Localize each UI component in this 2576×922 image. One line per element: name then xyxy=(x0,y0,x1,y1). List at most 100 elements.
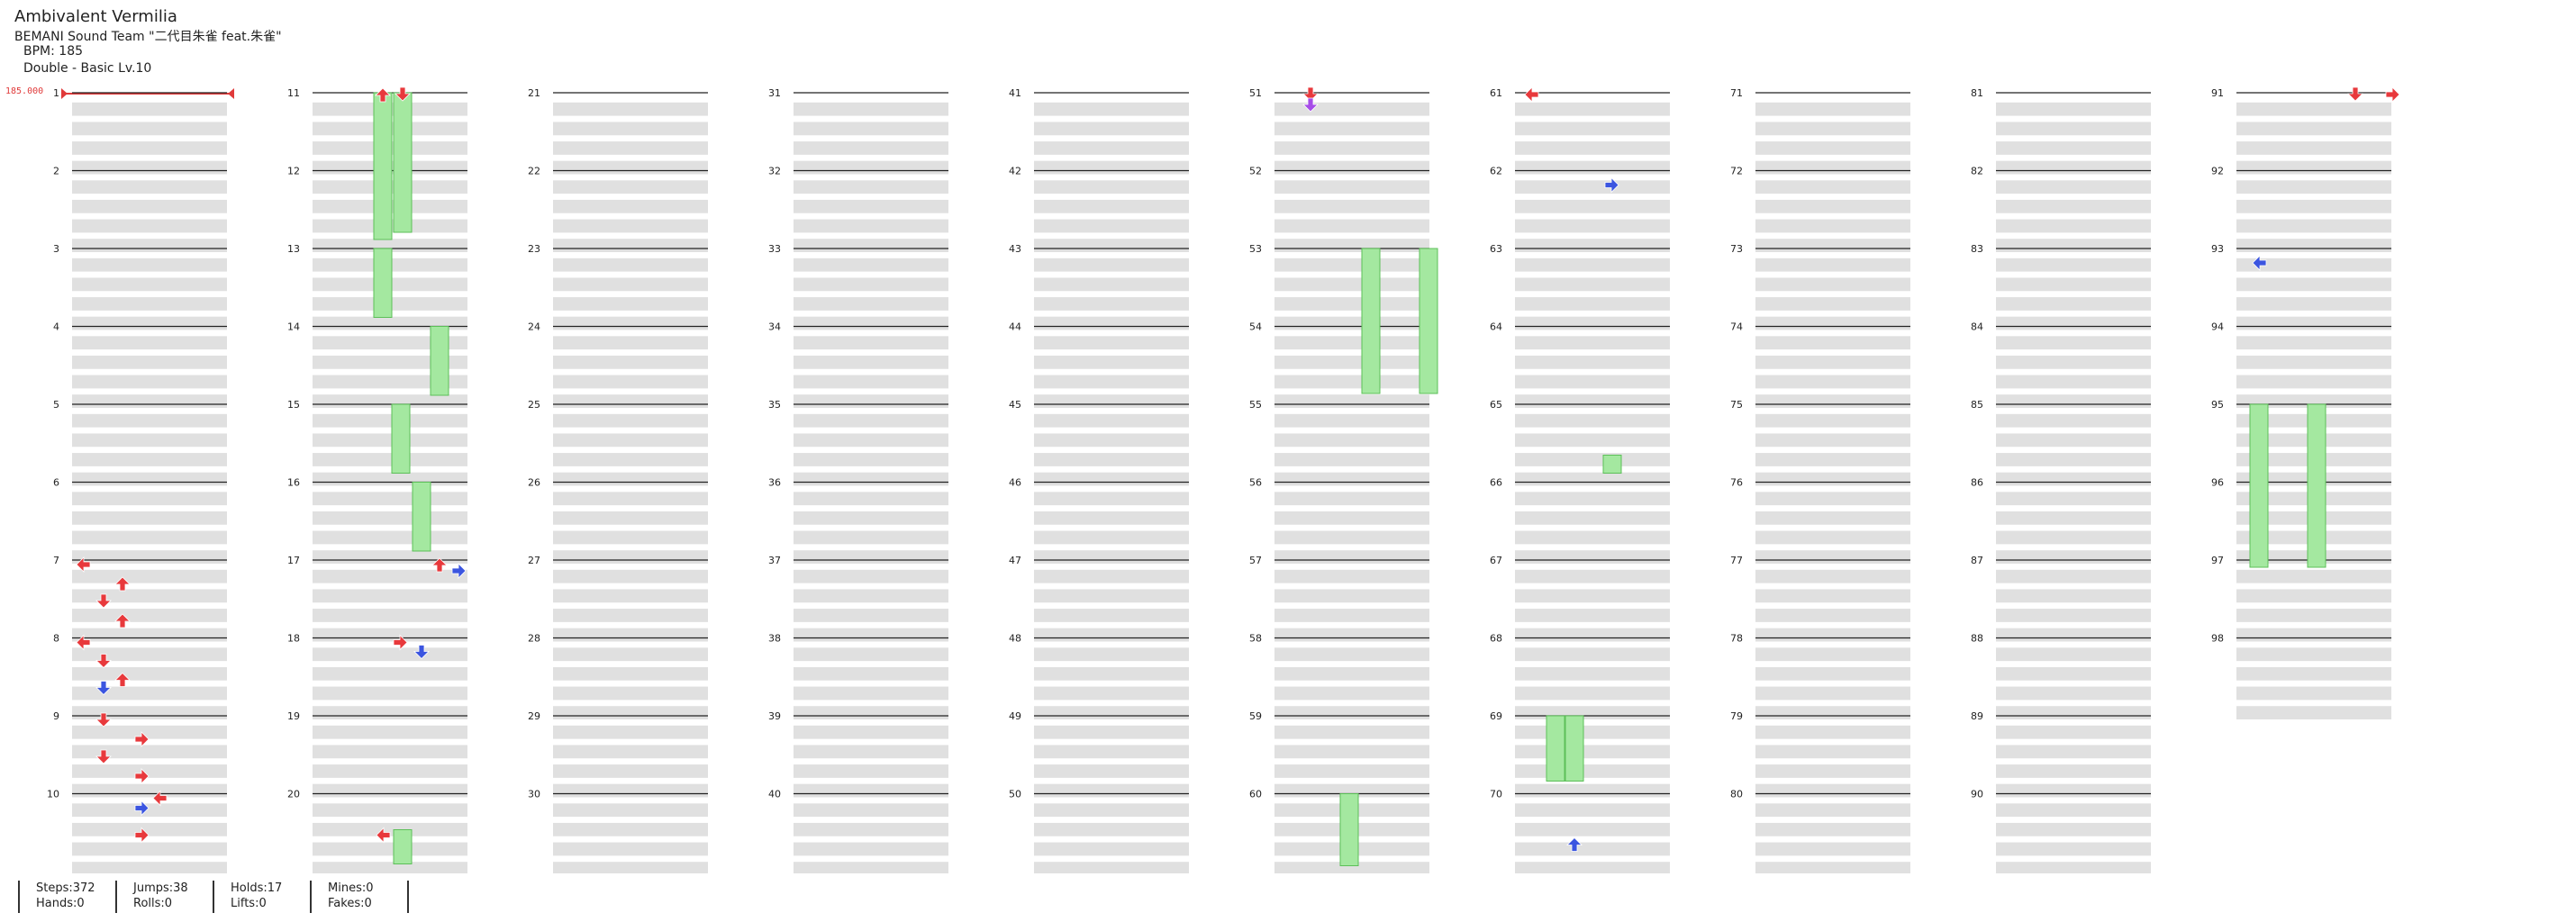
measure-84: 84 xyxy=(1971,321,2151,408)
beat-band xyxy=(72,666,227,681)
beat-band xyxy=(1515,336,1670,350)
beat-band xyxy=(72,492,227,506)
beat-band xyxy=(2236,666,2391,681)
beat-band xyxy=(313,413,467,428)
beat-band xyxy=(1515,745,1670,759)
beat-band xyxy=(72,589,227,603)
beat-band xyxy=(1996,530,2151,545)
measure-6: 6 xyxy=(53,477,227,564)
beat-band xyxy=(1034,569,1189,583)
beat-band xyxy=(553,647,708,662)
beat-band xyxy=(794,492,948,506)
beat-band xyxy=(1755,842,1910,856)
measure-65: 65 xyxy=(1490,399,1670,486)
measure-number: 75 xyxy=(1730,399,1743,411)
measure-56: 56 xyxy=(1249,477,1429,564)
beat-band xyxy=(1034,453,1189,466)
beat-band xyxy=(794,609,948,622)
measure-number: 42 xyxy=(1009,166,1021,177)
beat-band xyxy=(313,550,467,564)
measure-number: 70 xyxy=(1490,789,1502,800)
beat-band xyxy=(72,803,227,818)
beat-band xyxy=(1034,199,1189,213)
beat-band xyxy=(1515,355,1670,369)
beat-band xyxy=(2236,180,2391,194)
measure-88: 88 xyxy=(1971,633,2151,719)
measure-74: 74 xyxy=(1730,321,1910,408)
beat-band xyxy=(1755,219,1910,233)
beat-band xyxy=(1996,842,2151,856)
beat-band xyxy=(1996,122,2151,136)
hold-note xyxy=(1565,715,1584,782)
measure-number: 45 xyxy=(1009,399,1021,411)
beat-band xyxy=(553,862,708,873)
beat-band xyxy=(553,413,708,428)
beat-band xyxy=(313,375,467,389)
measure-27: 27 xyxy=(528,555,708,642)
beat-band xyxy=(1274,453,1429,466)
beat-band xyxy=(553,122,708,136)
measure-32: 32 xyxy=(768,166,948,252)
beat-band xyxy=(553,375,708,389)
measure-28: 28 xyxy=(528,633,708,719)
beat-band xyxy=(2236,686,2391,701)
beat-band xyxy=(1515,628,1670,642)
measure-number: 10 xyxy=(47,789,59,800)
beat-band xyxy=(1755,433,1910,447)
measure-number: 38 xyxy=(768,633,781,645)
beat-band xyxy=(1274,258,1429,272)
bpm-label: BPM: 185 xyxy=(23,44,84,59)
beat-band xyxy=(1515,686,1670,701)
stats-group-holds: Holds:17 Lifts:0 xyxy=(213,881,282,913)
beat-band xyxy=(72,745,227,759)
measure-97: 97 xyxy=(2211,555,2391,642)
measure-number: 6 xyxy=(53,477,59,489)
beat-band xyxy=(2236,375,2391,389)
measure-number: 4 xyxy=(53,321,59,333)
beat-band xyxy=(1034,239,1189,252)
beat-band xyxy=(1515,550,1670,564)
measure-number: 59 xyxy=(1249,710,1262,722)
measure-number: 91 xyxy=(2211,87,2224,99)
beat-band xyxy=(1515,394,1670,408)
beat-band xyxy=(1274,569,1429,583)
beat-band xyxy=(1515,725,1670,739)
measure-64: 64 xyxy=(1490,321,1670,408)
arrow-note-down xyxy=(1302,97,1319,113)
beat-band xyxy=(1515,609,1670,622)
beat-band xyxy=(2236,239,2391,252)
beat-band xyxy=(313,842,467,856)
beat-band xyxy=(1034,180,1189,194)
beat-band xyxy=(1274,239,1429,252)
measure-number: 77 xyxy=(1730,555,1743,566)
measure-21: 21 xyxy=(528,87,708,175)
beat-band xyxy=(1034,745,1189,759)
beat-band xyxy=(1755,530,1910,545)
beat-band xyxy=(1755,122,1910,136)
beat-band xyxy=(1274,609,1429,622)
beat-band xyxy=(1515,160,1670,175)
arrow-note-up xyxy=(114,613,131,628)
beat-band xyxy=(2236,277,2391,292)
measure-92: 92 xyxy=(2211,166,2391,252)
bpm-change-line xyxy=(61,88,234,99)
measure-66: 66 xyxy=(1490,477,1670,564)
measure-94: 94 xyxy=(2211,321,2391,408)
beat-band xyxy=(553,609,708,622)
beat-band xyxy=(794,550,948,564)
beat-band xyxy=(553,803,708,818)
beat-band xyxy=(794,413,948,428)
beat-band xyxy=(2236,258,2391,272)
beat-band xyxy=(313,433,467,447)
beat-band xyxy=(1996,316,2151,330)
beat-band xyxy=(2236,316,2391,330)
beat-band xyxy=(1515,842,1670,856)
beat-band xyxy=(1755,803,1910,818)
arrow-note-left xyxy=(152,790,168,807)
beat-band xyxy=(1515,822,1670,836)
arrow-note-right xyxy=(134,768,150,784)
beat-band xyxy=(1274,375,1429,389)
beat-band xyxy=(72,277,227,292)
beat-band xyxy=(1515,530,1670,545)
measure-number: 82 xyxy=(1971,166,1983,177)
